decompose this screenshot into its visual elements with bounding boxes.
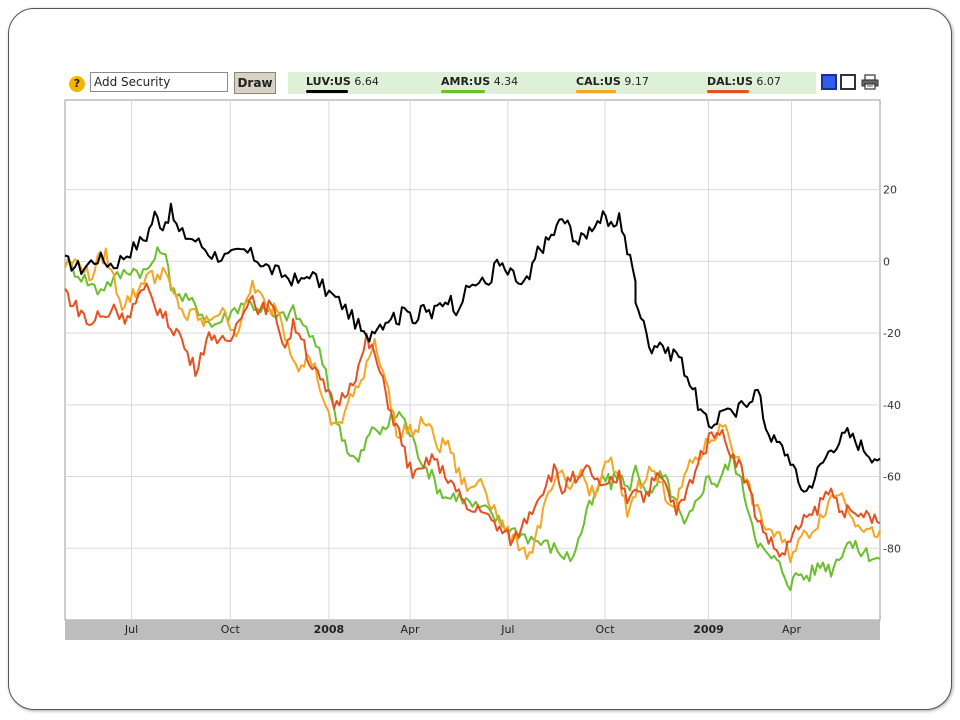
- x-axis-labels: Jul Oct 2008 Apr Jul Oct 2009 Apr: [124, 623, 802, 636]
- x-tick-label: Apr: [782, 623, 802, 636]
- blue-square-icon[interactable]: [821, 74, 837, 90]
- y-tick-label: -20: [883, 327, 901, 340]
- series-line-dal: [64, 282, 881, 558]
- y-tick-label: 0: [883, 255, 890, 268]
- x-tick-label: Apr: [401, 623, 421, 636]
- legend-ticker: AMR:US: [441, 75, 491, 88]
- legend-ticker: CAL:US: [576, 75, 621, 88]
- legend-swatch-amr: [441, 90, 485, 93]
- legend-item-dal: DAL:US 6.07: [707, 75, 781, 88]
- legend-value: 4.34: [493, 75, 519, 88]
- series-line-luv: [64, 202, 881, 493]
- x-tick-label: 2009: [693, 623, 724, 636]
- legend-swatch-cal: [576, 90, 616, 93]
- series-line-amr: [64, 246, 881, 592]
- y-tick-label: 20: [883, 184, 897, 197]
- y-tick-label: -60: [883, 471, 901, 484]
- y-tick-label: -40: [883, 399, 901, 412]
- legend-item-amr: AMR:US 4.34: [441, 75, 518, 88]
- y-tick-label: -80: [883, 542, 901, 555]
- x-tick-label: Jul: [500, 623, 514, 636]
- x-tick-label: Oct: [221, 623, 241, 636]
- add-security-input[interactable]: [90, 72, 228, 92]
- draw-button[interactable]: Draw: [234, 72, 276, 94]
- legend-swatch-luv: [306, 90, 348, 93]
- printer-icon[interactable]: [861, 74, 879, 90]
- legend-value: 9.17: [624, 75, 649, 88]
- grid-lines: [65, 100, 880, 620]
- legend-bar: LUV:US 6.64 AMR:US 4.34 CAL:US 9.17 DAL:…: [288, 72, 816, 94]
- x-tick-label: Jul: [124, 623, 138, 636]
- series-lines: [64, 202, 881, 592]
- legend-item-luv: LUV:US 6.64: [306, 75, 379, 88]
- x-tick-label: 2008: [314, 623, 345, 636]
- legend-ticker: LUV:US: [306, 75, 351, 88]
- legend-ticker: DAL:US: [707, 75, 753, 88]
- legend-item-cal: CAL:US 9.17: [576, 75, 649, 88]
- white-square-icon[interactable]: [840, 74, 856, 90]
- x-tick-label: Oct: [596, 623, 616, 636]
- legend-value: 6.64: [354, 75, 379, 88]
- legend-value: 6.07: [756, 75, 781, 88]
- y-axis-labels: 20 0 -20 -40 -60 -80: [883, 184, 901, 556]
- help-icon[interactable]: ?: [69, 76, 85, 92]
- x-axis-band: [65, 620, 880, 640]
- chart-toolbar: ? Draw LUV:US 6.64 AMR:US 4.34 CAL:US 9.…: [65, 71, 880, 97]
- plot-area: [64, 99, 881, 621]
- legend-swatch-dal: [707, 90, 749, 93]
